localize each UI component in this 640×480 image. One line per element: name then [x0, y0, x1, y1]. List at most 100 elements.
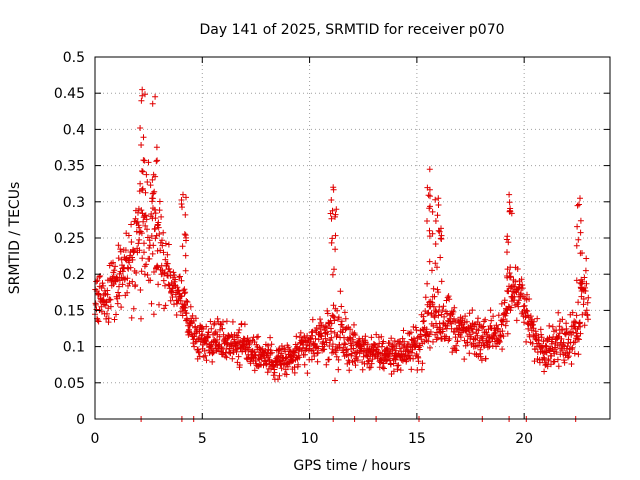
data-point — [267, 334, 274, 341]
data-point — [211, 320, 218, 327]
data-point — [379, 364, 386, 371]
x-tick-label: 15 — [408, 431, 426, 447]
data-point — [156, 207, 163, 214]
data-point — [524, 308, 531, 315]
data-point — [410, 355, 417, 362]
data-point — [456, 326, 463, 333]
data-point — [529, 340, 536, 347]
data-point — [152, 215, 159, 222]
data-point — [141, 157, 148, 164]
data-point — [139, 255, 146, 262]
data-point — [289, 358, 296, 364]
data-point — [171, 301, 177, 308]
data-point — [142, 212, 149, 219]
data-point — [128, 221, 135, 228]
data-point — [431, 314, 438, 321]
data-point — [474, 332, 481, 339]
data-point — [504, 266, 511, 273]
data-point — [151, 269, 157, 275]
grid-lines — [95, 57, 610, 419]
data-point — [346, 367, 353, 374]
data-point — [394, 366, 401, 373]
data-point — [449, 349, 456, 356]
data-point — [437, 235, 444, 242]
data-point — [152, 235, 159, 242]
data-point — [192, 323, 199, 330]
data-point — [425, 192, 432, 199]
data-point — [282, 348, 289, 355]
data-point — [118, 256, 125, 263]
data-point — [585, 294, 592, 301]
data-point — [436, 228, 443, 235]
data-point — [102, 302, 109, 309]
data-point — [329, 207, 336, 214]
data-point — [181, 286, 188, 293]
data-point — [384, 345, 390, 352]
data-point — [365, 358, 372, 365]
data-point — [227, 350, 234, 356]
data-point — [96, 274, 103, 280]
data-point — [466, 310, 473, 317]
data-point — [183, 298, 190, 304]
data-point — [430, 303, 437, 310]
data-point — [554, 334, 561, 341]
data-point — [160, 249, 167, 256]
data-point — [255, 333, 262, 340]
data-point — [238, 320, 245, 327]
data-point — [498, 300, 505, 307]
data-point — [475, 327, 482, 334]
data-point — [430, 338, 436, 345]
data-point — [577, 330, 584, 337]
data-point — [153, 158, 160, 165]
data-point — [578, 276, 585, 283]
data-point — [164, 260, 171, 267]
data-point — [469, 307, 476, 314]
data-point — [563, 320, 570, 327]
data-point — [519, 285, 526, 292]
data-point — [373, 331, 380, 338]
data-point — [182, 267, 189, 274]
data-point — [267, 347, 274, 354]
data-point — [174, 300, 180, 307]
x-tick-label: 20 — [515, 431, 533, 447]
data-point — [575, 236, 582, 243]
data-point — [145, 159, 152, 166]
data-point — [332, 377, 338, 384]
data-point — [169, 294, 176, 300]
data-point — [115, 289, 122, 296]
data-point — [139, 86, 146, 93]
data-point — [434, 334, 441, 341]
data-point — [573, 277, 580, 284]
data-point — [558, 335, 565, 342]
data-point — [454, 338, 461, 345]
data-point — [253, 334, 260, 341]
data-point — [540, 354, 547, 361]
data-point — [136, 236, 143, 243]
data-point — [475, 315, 481, 322]
data-point — [504, 233, 511, 240]
data-point — [459, 315, 466, 322]
data-point — [311, 353, 318, 359]
data-point — [573, 312, 580, 319]
y-tick-label: 0.5 — [63, 50, 85, 66]
data-point — [275, 376, 281, 383]
data-point — [124, 289, 131, 296]
data-point — [426, 205, 433, 212]
data-point — [100, 282, 107, 289]
data-point — [324, 310, 331, 317]
data-point — [298, 348, 305, 355]
data-point — [138, 207, 145, 214]
data-point — [556, 323, 563, 330]
data-point — [582, 288, 589, 294]
data-point — [160, 229, 167, 236]
data-point — [482, 316, 489, 323]
data-point — [520, 303, 527, 310]
data-point — [504, 287, 511, 294]
data-point — [386, 340, 393, 347]
data-point — [139, 185, 146, 192]
data-point — [443, 297, 450, 304]
data-point — [183, 310, 190, 317]
x-tick-label: 5 — [198, 431, 207, 447]
data-point — [207, 318, 214, 325]
data-point — [472, 336, 478, 343]
